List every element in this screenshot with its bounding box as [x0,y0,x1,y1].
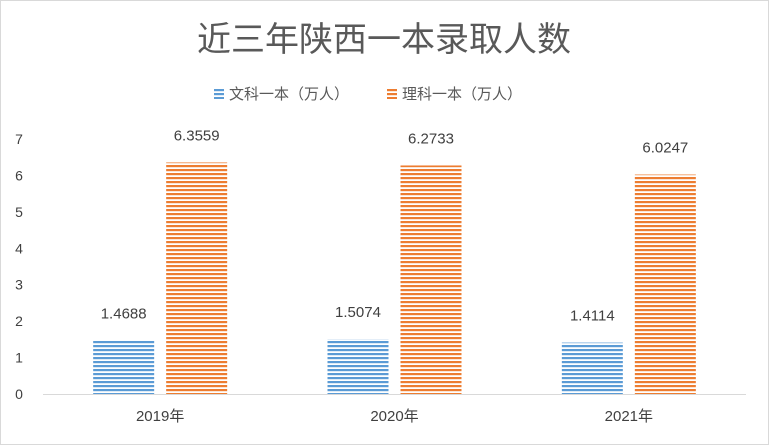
y-axis-tick-labels: 0 1 2 3 4 5 6 7 [15,131,23,402]
legend: 文科一本（万人） 理科一本（万人） [214,86,522,103]
legend-swatch-series-1 [214,89,224,99]
bar-series-2-1 [166,162,228,394]
data-label-series-2-3: 6.0247 [642,140,688,157]
bar-series-1-1 [93,340,155,394]
y-tick-label: 1 [15,350,23,366]
y-tick-label: 2 [15,313,23,329]
legend-swatch-series-2 [387,89,397,99]
data-label-series-2-2: 6.2733 [408,130,454,147]
bar-series-1-3 [561,342,623,394]
bar-series-2-3 [634,174,696,394]
chart-title: 近三年陕西一本录取人数 [197,20,571,60]
y-tick-label: 7 [15,131,23,147]
data-label-series-1-1: 1.4688 [101,305,147,322]
x-tick-label: 2019年 [136,408,184,425]
bar-series-1-2 [327,339,389,394]
bar-series-2-2 [400,165,462,394]
y-tick-label: 5 [15,204,23,220]
data-label-series-2-1: 6.3559 [174,127,220,144]
x-tick-label: 2021年 [605,408,653,425]
y-tick-label: 6 [15,167,23,183]
y-tick-label: 0 [15,386,23,402]
bars [93,162,696,394]
data-label-series-1-3: 1.4114 [570,308,615,325]
y-tick-label: 3 [15,277,23,293]
x-tick-label: 2020年 [370,408,418,425]
x-axis-tick-labels: 2019年 2020年 2021年 [136,408,653,425]
data-labels: 1.4688 6.3559 1.5074 6.2733 1.4114 6.0247 [101,127,689,324]
legend-label-series-1: 文科一本（万人） [229,86,349,103]
y-tick-label: 4 [15,240,23,256]
legend-label-series-2: 理科一本（万人） [402,86,522,103]
data-label-series-1-2: 1.5074 [335,304,381,321]
